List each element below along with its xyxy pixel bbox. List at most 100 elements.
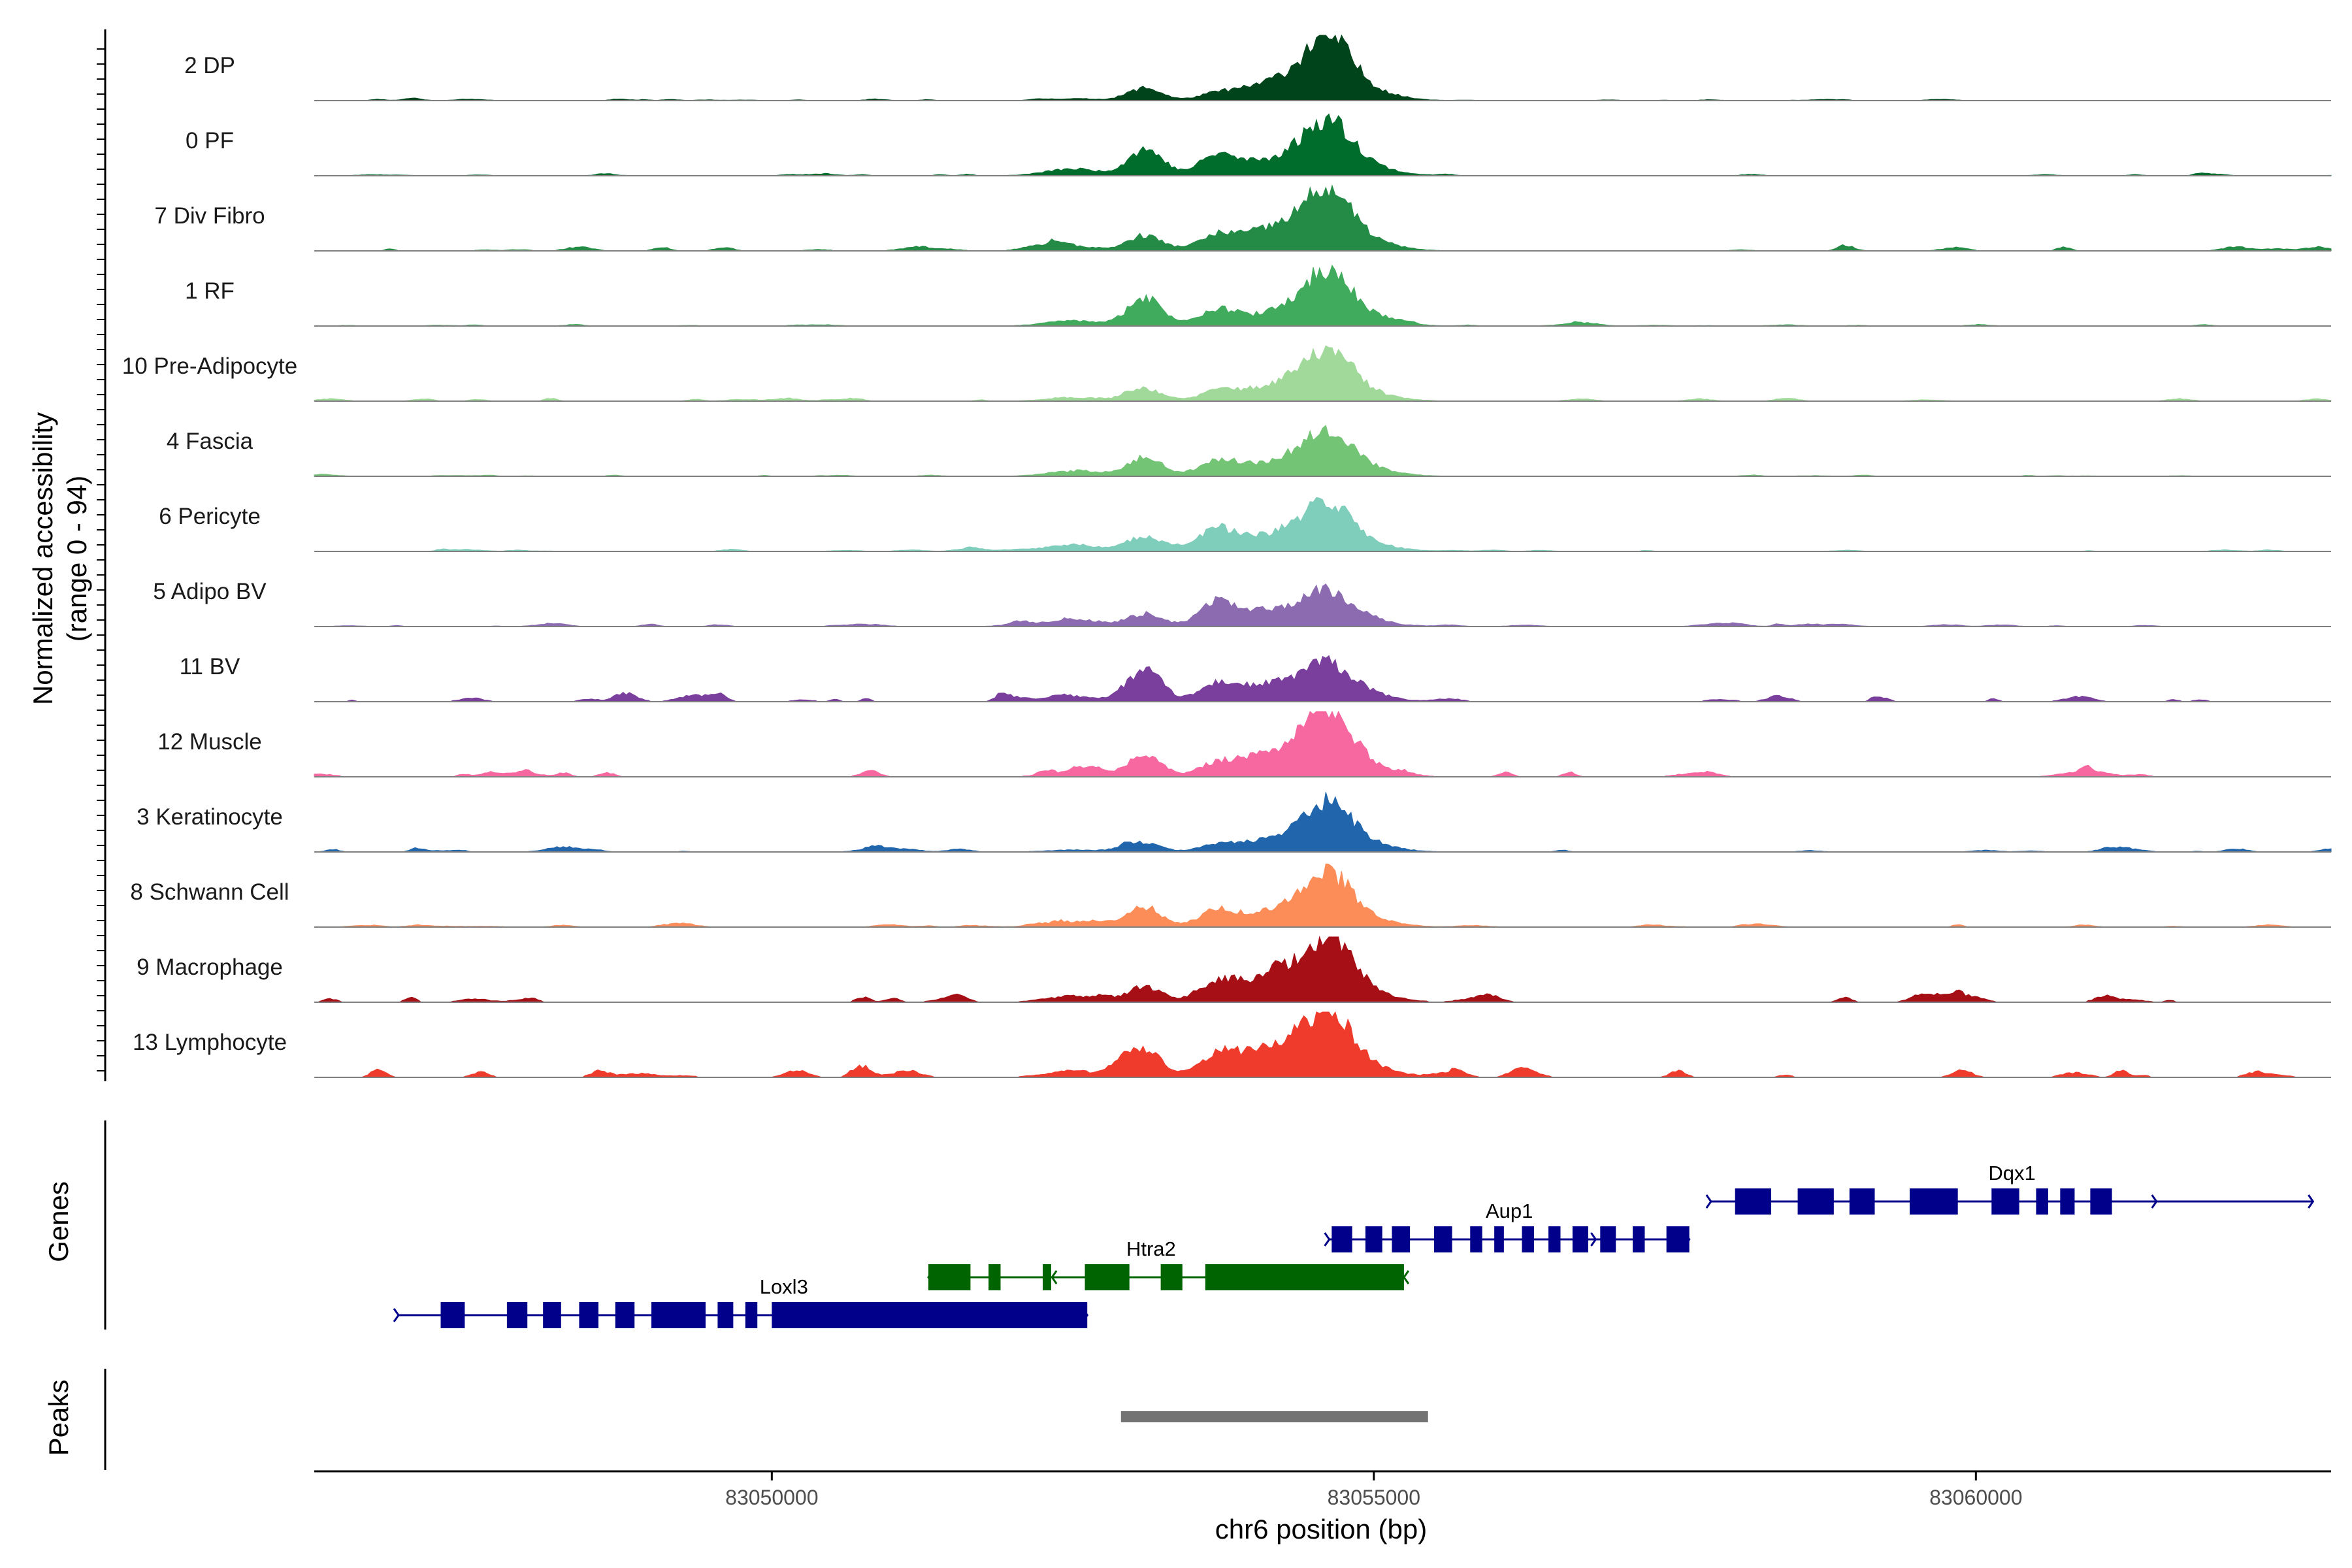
coverage-area [314,265,2331,327]
gene-aup1: Aup1 [1324,1200,1691,1252]
accessibility-tracks: 2 DP 0 PF 7 Div Fibro 1 RF 10 Pre-Adipocyte 4… [122,34,2332,1078]
x-tick-label: 83055000 [1328,1486,1420,1509]
gene-exon [1160,1264,1183,1290]
gene-label: Htra2 [1126,1237,1176,1260]
track-6-pericyte: 6 Pericyte [159,497,2331,552]
gene-exon [1365,1226,1382,1252]
gene-exon [615,1302,635,1328]
track-9-macrophage: 9 Macrophage [137,936,2331,1003]
track-label: 9 Macrophage [137,955,283,980]
track-label: 12 Muscle [157,729,262,755]
strand-arrow [2308,1194,2315,1209]
track-label: 3 Keratinocyte [137,804,283,830]
gene-loxl3: Loxl3 [393,1275,1089,1328]
peaks-panel-title: Peaks [43,1380,74,1456]
gene-exon [440,1302,465,1328]
strand-arrow [393,1308,400,1322]
strand-arrow [1324,1232,1331,1247]
coverage-area [314,936,2331,1003]
genes-panel-title: Genes [43,1181,74,1262]
gene-annotation-panel: Loxl3 Htra2 Aup1 Dqx1 [393,1162,2315,1328]
gene-exon [1522,1226,1534,1252]
track-2-dp: 2 DP [184,34,2331,101]
gene-dqx1: Dqx1 [1705,1162,2315,1215]
gene-exon [1470,1226,1482,1252]
track-label: 11 BV [180,654,240,679]
coverage-area [314,184,2332,252]
gene-exon [1797,1188,1834,1215]
track-label: 6 Pericyte [159,504,261,529]
strand-arrow [1403,1270,1410,1284]
track-label: 8 Schwann Cell [130,879,289,905]
gene-exon [988,1264,1001,1290]
gene-exon [745,1302,758,1328]
gene-exon [543,1302,561,1328]
coverage-area [314,655,2331,702]
coverage-area [314,113,2332,176]
track-13-lymphocyte: 13 Lymphocyte [133,1011,2331,1078]
gene-exon [506,1302,528,1328]
gene-exon [1735,1188,1772,1215]
y-axis-title: Normalized accessibility [27,412,58,705]
coverage-area [314,497,2331,552]
gene-exon [1991,1188,2019,1215]
gene-exon [772,1302,1088,1328]
strand-arrow [2151,1194,2158,1209]
strand-arrow [1705,1194,1712,1209]
coverage-area [314,863,2331,928]
gene-exon [1494,1226,1504,1252]
gene-exon [2090,1188,2112,1215]
gene-exon [717,1302,734,1328]
track-1-rf: 1 RF [185,265,2331,327]
track-label: 5 Adipo BV [153,579,267,604]
track-label: 2 DP [184,53,235,78]
coverage-area [314,792,2332,853]
strand-arrow [1051,1270,1058,1284]
gene-exon [2036,1188,2048,1215]
gene-exon [1909,1188,1958,1215]
gene-exon [1572,1226,1588,1252]
x-tick-label: 83050000 [725,1486,818,1509]
track-label: 4 Fascia [167,429,253,454]
track-0-pf: 0 PF [186,113,2332,176]
track-label: 7 Div Fibro [154,203,265,229]
coverage-area [314,583,2331,627]
track-label: 13 Lymphocyte [133,1030,287,1055]
track-8-schwann-cell: 8 Schwann Cell [130,863,2331,928]
gene-exon [579,1302,598,1328]
track-3-keratinocyte: 3 Keratinocyte [137,792,2332,853]
coverage-area [314,710,2331,777]
track-7-div-fibro: 7 Div Fibro [154,184,2332,252]
gene-exon [1433,1226,1452,1252]
gene-exon [651,1302,706,1328]
peak-panel [1120,1411,1428,1422]
gene-exon [1331,1226,1352,1252]
track-10-pre-adipocyte: 10 Pre-Adipocyte [122,345,2332,402]
gene-htra2: Htra2 [927,1237,1410,1290]
peak-region [1120,1411,1428,1422]
track-label: 10 Pre-Adipocyte [122,353,297,379]
gene-exon [1666,1226,1690,1252]
gene-exon [928,1264,971,1290]
strand-arrow [1590,1232,1597,1247]
gene-label: Loxl3 [760,1275,808,1298]
track-5-adipo-bv: 5 Adipo BV [153,579,2331,627]
x-axis-title: chr6 position (bp) [1215,1514,1428,1544]
gene-label: Aup1 [1486,1200,1533,1222]
gene-exon [1849,1188,1875,1215]
y-axis-subtitle: (range 0 - 94) [61,476,92,642]
gene-exon [1548,1226,1561,1252]
track-4-fascia: 4 Fascia [167,425,2331,477]
gene-label: Dqx1 [1988,1162,2035,1184]
track-label: 0 PF [186,128,234,154]
track-12-muscle: 12 Muscle [157,710,2331,777]
track-11-bv: 11 BV [180,654,2331,702]
gene-exon [2060,1188,2075,1215]
left-axis-lines [97,29,106,1470]
coverage-area [314,1011,2331,1078]
coverage-area [314,425,2331,477]
gene-exon [1085,1264,1130,1290]
track-label: 1 RF [185,278,235,304]
x-tick-label: 83060000 [1929,1486,2022,1509]
